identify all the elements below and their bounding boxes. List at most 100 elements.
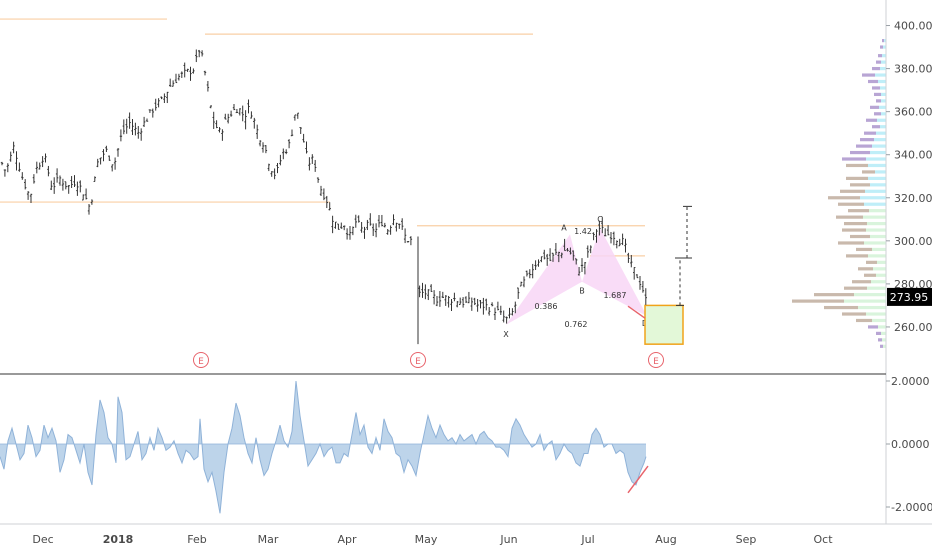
pattern-point-label: A [561, 223, 567, 232]
volume-profile-bar [877, 118, 886, 122]
time-label-oct: Oct [813, 533, 833, 546]
volume-profile-bar [883, 344, 886, 348]
volume-profile-bar [876, 131, 886, 135]
pattern-ratio-label: 1.687 [604, 291, 627, 300]
pattern-point-label: X [503, 330, 509, 339]
volume-profile-bar [850, 150, 870, 155]
volume-profile-bar [867, 222, 886, 226]
earnings-marker-label: E [198, 357, 204, 367]
volume-profile-bar [865, 189, 886, 193]
volume-profile-bar [872, 86, 880, 90]
last-price-tag: 273.95 [887, 287, 932, 306]
entry-arrow-line [627, 305, 646, 319]
volume-profile-bar [878, 338, 882, 342]
time-label-apr: Apr [337, 533, 357, 546]
volume-profile-bar [856, 144, 872, 148]
volume-profile-bar [866, 312, 886, 316]
pattern-ratio-label: 0.386 [535, 302, 558, 311]
volume-profile-bar [870, 234, 886, 239]
volume-profile-bar [876, 273, 886, 277]
volume-profile-bar [862, 73, 875, 77]
volume-profile-bar [883, 45, 886, 49]
price-tick-label: 300.00 [894, 235, 932, 248]
indicator-tick-label: -2.0000 [891, 501, 932, 514]
volume-profile-bar [868, 79, 878, 84]
volume-profile-bar [868, 163, 886, 168]
volume-profile-bar [852, 280, 871, 284]
projection-tool [675, 205, 692, 306]
volume-profile-bar [881, 99, 886, 103]
volume-profile-bar [868, 176, 886, 180]
earnings-marker [410, 352, 426, 368]
volume-profile-bar [879, 105, 886, 109]
indicator-pane [0, 380, 649, 514]
volume-profile-bar [836, 215, 863, 219]
volume-profile-bar [878, 54, 882, 58]
pattern-triangle-bcd [582, 227, 647, 317]
volume-profile-bar [866, 260, 877, 264]
volume-profile-bar [876, 60, 881, 64]
time-label-feb: Feb [187, 533, 206, 546]
volume-profile-bar [866, 228, 886, 232]
volume-profile-bar [850, 183, 870, 187]
volume-profile-bar [882, 39, 884, 43]
volume-profile-bar [870, 150, 886, 155]
time-label-2018: 2018 [103, 533, 134, 546]
volume-profile-bar [872, 247, 886, 252]
volume-profile-bar [850, 234, 870, 239]
volume-profile-bar [874, 138, 886, 142]
volume-profile-bar [844, 222, 867, 226]
volume-profile-bar [860, 138, 874, 142]
time-label-sep: Sep [736, 533, 757, 546]
volume-profile-bar [792, 299, 844, 303]
resistance-lines [0, 18, 645, 257]
volume-profile-bar [828, 196, 860, 200]
volume-profile-bar [864, 202, 886, 206]
volume-profile-bar [863, 215, 886, 219]
price-tick-label: 380.00 [894, 63, 932, 76]
axes [0, 0, 932, 525]
volume-profile-bar [866, 118, 877, 122]
pattern-ratio-label: 0.762 [565, 320, 588, 329]
volume-profile-bar [838, 241, 864, 245]
volume-profile-bar [824, 305, 858, 310]
price-tick-label: 260.00 [894, 321, 932, 334]
price-tick-label: 320.00 [894, 192, 932, 205]
volume-profile-bar [848, 209, 869, 213]
volume-profile-bar [870, 105, 879, 109]
volume-profile-bar [881, 112, 886, 116]
volume-profile-bar [880, 86, 886, 90]
indicator-line [0, 380, 647, 514]
indicator-axis-labels: 2.0000 0.0000 -2.0000 [886, 375, 932, 514]
volume-profile-bar [878, 325, 886, 329]
price-tick-label: 340.00 [894, 149, 932, 162]
volume-profile-bar [864, 273, 876, 277]
volume-profile-bar [846, 254, 868, 258]
volume-profile-bar [868, 254, 886, 258]
volume-profile-bar [880, 125, 886, 129]
volume-profile-bar [842, 228, 866, 232]
volume-profile-bar [814, 293, 854, 297]
volume-profile-bar [876, 99, 881, 103]
volume-profile-bar [875, 73, 886, 77]
volume-profile-bar [882, 54, 886, 58]
target-zone-box [644, 304, 684, 345]
volume-profile [792, 39, 886, 348]
volume-profile-bar [882, 338, 886, 342]
volume-profile-bar [866, 157, 886, 161]
divergence-line [627, 465, 649, 494]
time-axis-labels: Dec 2018 Feb Mar Apr May Jun Jul Aug Sep Oct [32, 533, 833, 546]
volume-profile-bar [842, 157, 866, 161]
volume-profile-bar [871, 280, 886, 284]
volume-profile-bar [870, 183, 886, 187]
volume-profile-bar [860, 196, 886, 200]
volume-profile-bar [864, 131, 876, 135]
indicator-tick-label: 0.0000 [891, 438, 930, 451]
volume-profile-bar [846, 163, 868, 168]
volume-profile-bar [880, 344, 883, 348]
price-tick-label: 360.00 [894, 106, 932, 119]
volume-profile-bar [874, 112, 881, 116]
volume-profile-bar [872, 318, 886, 323]
